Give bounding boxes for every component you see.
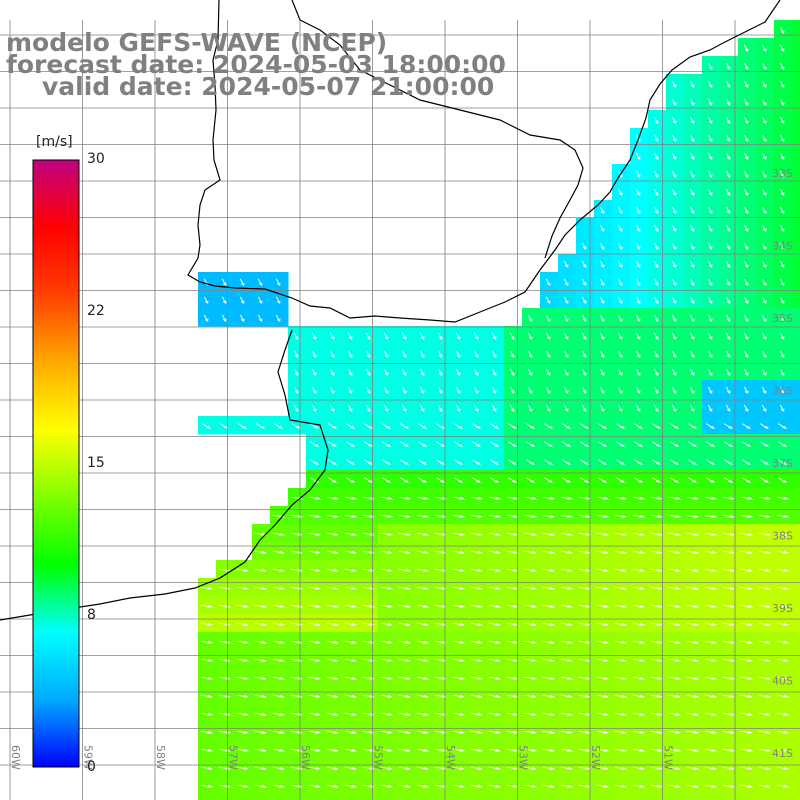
longitude-label: 53W (517, 745, 530, 770)
longitude-label: 57W (227, 745, 240, 770)
colorbar-tick-30: 30 (87, 151, 105, 167)
longitude-labels: 60W 59W 58W 57W 56W 55W 54W 53W 52W 51W (9, 745, 675, 770)
longitude-label: 60W (9, 745, 22, 770)
longitude-label: 54W (444, 745, 457, 770)
latitude-label: 33S (772, 167, 793, 180)
colorbar-unit: [m/s] (36, 134, 73, 150)
latitude-label: 40S (772, 675, 793, 688)
title-model: modelo GEFS-WAVE (NCEP) (6, 28, 388, 57)
longitude-label: 58W (154, 745, 167, 770)
coastline (187, 0, 781, 323)
latitude-label: 35S (772, 312, 793, 325)
longitude-label: 52W (589, 745, 602, 770)
latitude-labels: 33S 34S 35S 36S 37S 38S 39S 40S 41S (772, 167, 793, 760)
latitude-label: 39S (772, 602, 793, 615)
colorbar-tick-8: 8 (87, 607, 96, 623)
latitude-label: 41S (772, 747, 793, 760)
longitude-label: 59W (82, 745, 95, 770)
longitude-label: 56W (299, 745, 312, 770)
colorbar-tick-0: 0 (87, 759, 96, 775)
colorbar-tick-15: 15 (87, 455, 105, 471)
lat-lon-grid (0, 20, 800, 800)
colorbar-tick-22: 22 (87, 303, 105, 319)
title-valid-date: valid date: 2024-05-07 21:00:00 (42, 72, 495, 101)
latitude-label: 34S (772, 240, 793, 253)
longitude-label: 51W (662, 745, 675, 770)
argentina-coast (0, 329, 329, 621)
latitude-label: 36S (772, 385, 793, 398)
title-forecast-date: forecast date: 2024-05-03 18:00:00 (6, 50, 506, 79)
colorbar (32, 159, 80, 768)
latitude-label: 38S (772, 530, 793, 543)
longitude-label: 55W (372, 745, 385, 770)
river-plate-coast (291, 0, 584, 259)
latitude-label: 37S (772, 457, 793, 470)
